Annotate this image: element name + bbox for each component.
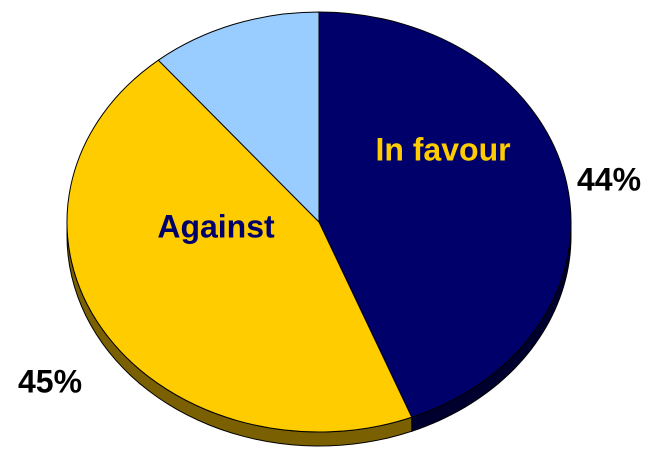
pie-slices [66,11,572,433]
slice-label-1: In favour [375,131,510,167]
percent-label-2: 45% [18,363,82,399]
percent-label-1: 44% [577,161,641,197]
pie-slice-3 [157,11,320,224]
pie-slice-1 [318,11,572,418]
pie-slice-2 [66,59,413,433]
pie-labels: In favour 44% Against 45% [18,131,641,399]
slice-label-2: Against [157,208,275,244]
